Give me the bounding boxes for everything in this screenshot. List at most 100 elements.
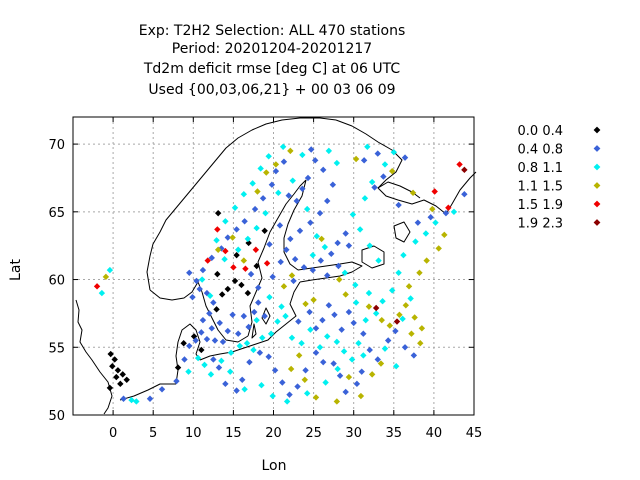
- station-point-s2-77: [283, 398, 291, 405]
- station-point-s1-6: [192, 337, 199, 344]
- station-point-s1-69: [331, 311, 338, 318]
- station-point-s1-73: [360, 330, 367, 337]
- station-point-s1-105: [442, 209, 450, 217]
- station-point-s1-12: [219, 338, 227, 346]
- station-point-s4-7: [263, 260, 271, 267]
- x-tick-label-3: 15: [225, 426, 242, 441]
- title-line-3: Td2m deficit rmse [deg C] at 06 UTC: [143, 61, 401, 77]
- legend-label-5: 1.9 2.3: [518, 217, 563, 232]
- station-point-s1-2: [158, 386, 166, 393]
- station-point-s2-60: [265, 153, 272, 160]
- title-line-1: Exp: T2H2 Selection: ALL 470 stations: [139, 23, 406, 39]
- station-point-s2-3: [133, 398, 140, 405]
- station-point-s3-35: [409, 189, 417, 197]
- x-tick-label-1: 5: [149, 426, 157, 441]
- station-point-s3-36: [388, 167, 396, 175]
- station-point-s1-65: [306, 308, 313, 316]
- station-point-s3-30: [416, 269, 423, 276]
- station-point-s1-19: [255, 299, 262, 306]
- station-point-s2-61: [279, 143, 287, 150]
- station-point-s1-58: [328, 250, 335, 258]
- station-point-s2-29: [395, 269, 402, 276]
- station-point-s2-32: [422, 230, 430, 237]
- x-tick-labels: 0 5 10 15 20 25 30 35 40 45: [109, 426, 482, 441]
- station-point-s1-85: [320, 358, 327, 366]
- station-point-s2-75: [258, 382, 265, 389]
- station-point-s1-38: [272, 167, 280, 175]
- station-point-s2-72: [253, 316, 260, 324]
- station-point-s2-13: [259, 334, 266, 341]
- station-point-s1-21: [199, 316, 207, 324]
- station-point-s2-24: [355, 340, 362, 347]
- station-point-s1-51: [296, 227, 304, 234]
- station-point-s4-1: [204, 257, 211, 264]
- station-point-s0-3: [114, 367, 122, 374]
- station-point-s4-9: [445, 204, 452, 211]
- station-point-s2-62: [303, 205, 311, 213]
- station-point-s3-0: [102, 273, 110, 281]
- station-point-s1-82: [342, 388, 349, 396]
- station-point-s1-76: [384, 337, 392, 344]
- y-tick-label-0: 50: [48, 409, 65, 424]
- station-point-s2-14: [267, 330, 275, 337]
- station-point-s1-27: [193, 277, 200, 285]
- station-point-s2-53: [221, 256, 228, 263]
- station-point-s0-24: [261, 227, 268, 234]
- station-point-s4-4: [230, 264, 237, 271]
- station-point-s2-42: [390, 149, 397, 156]
- station-point-s2-47: [289, 177, 296, 184]
- station-point-s2-76: [269, 392, 276, 400]
- station-point-s1-46: [320, 166, 327, 174]
- station-point-s0-2: [109, 363, 116, 370]
- station-point-s1-15: [235, 330, 242, 337]
- station-point-s1-87: [302, 367, 309, 374]
- lake-onega: [393, 221, 411, 243]
- station-point-s3-10: [302, 300, 309, 308]
- station-point-s3-1: [214, 246, 222, 253]
- island-gotland: [261, 307, 271, 325]
- station-point-s1-28: [186, 269, 193, 276]
- y-tick-label-2: 60: [48, 274, 65, 289]
- station-point-s2-9: [227, 349, 235, 356]
- station-point-s3-27: [417, 340, 424, 347]
- station-point-s3-4: [254, 188, 261, 195]
- station-point-s1-18: [251, 308, 258, 316]
- station-point-s1-88: [294, 383, 301, 390]
- station-point-s2-44: [333, 159, 341, 167]
- coastline-map: [75, 117, 477, 415]
- station-point-s2-31: [412, 238, 419, 245]
- station-point-s1-75: [374, 356, 381, 363]
- station-point-s3-25: [411, 314, 418, 321]
- station-point-s2-8: [218, 357, 225, 365]
- station-point-s1-54: [291, 256, 299, 263]
- station-point-s1-94: [246, 358, 253, 366]
- station-point-s3-12: [280, 283, 288, 290]
- station-point-s2-63: [313, 233, 321, 240]
- station-point-s1-103: [414, 219, 422, 226]
- station-point-s1-116: [290, 277, 297, 285]
- station-point-s1-70: [338, 326, 345, 333]
- station-point-s3-6: [272, 161, 280, 168]
- station-point-s1-17: [245, 323, 252, 331]
- station-point-s4-6: [252, 246, 260, 253]
- station-point-s1-56: [309, 266, 316, 274]
- lake-ladoga: [361, 245, 385, 269]
- station-point-s1-62: [335, 262, 342, 270]
- station-point-s2-68: [365, 289, 373, 297]
- station-point-s3-18: [345, 373, 353, 381]
- station-point-s1-67: [319, 316, 326, 324]
- station-point-s1-22: [206, 310, 213, 317]
- station-point-s2-1: [106, 266, 114, 274]
- station-point-s3-20: [368, 371, 376, 378]
- station-point-s2-82: [360, 352, 367, 359]
- station-point-s1-29: [199, 266, 207, 274]
- station-point-s1-60: [342, 230, 349, 237]
- station-point-s1-7: [198, 329, 205, 336]
- station-point-s4-3: [222, 247, 229, 255]
- station-point-s2-71: [266, 293, 273, 301]
- station-point-s0-6: [117, 380, 124, 388]
- station-point-s2-21: [324, 333, 331, 340]
- station-point-s1-99: [210, 356, 217, 363]
- station-point-s1-104: [427, 214, 434, 221]
- station-point-s3-2: [229, 234, 236, 241]
